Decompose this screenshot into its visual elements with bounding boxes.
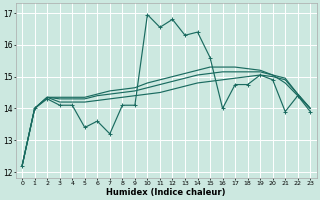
X-axis label: Humidex (Indice chaleur): Humidex (Indice chaleur) — [107, 188, 226, 197]
